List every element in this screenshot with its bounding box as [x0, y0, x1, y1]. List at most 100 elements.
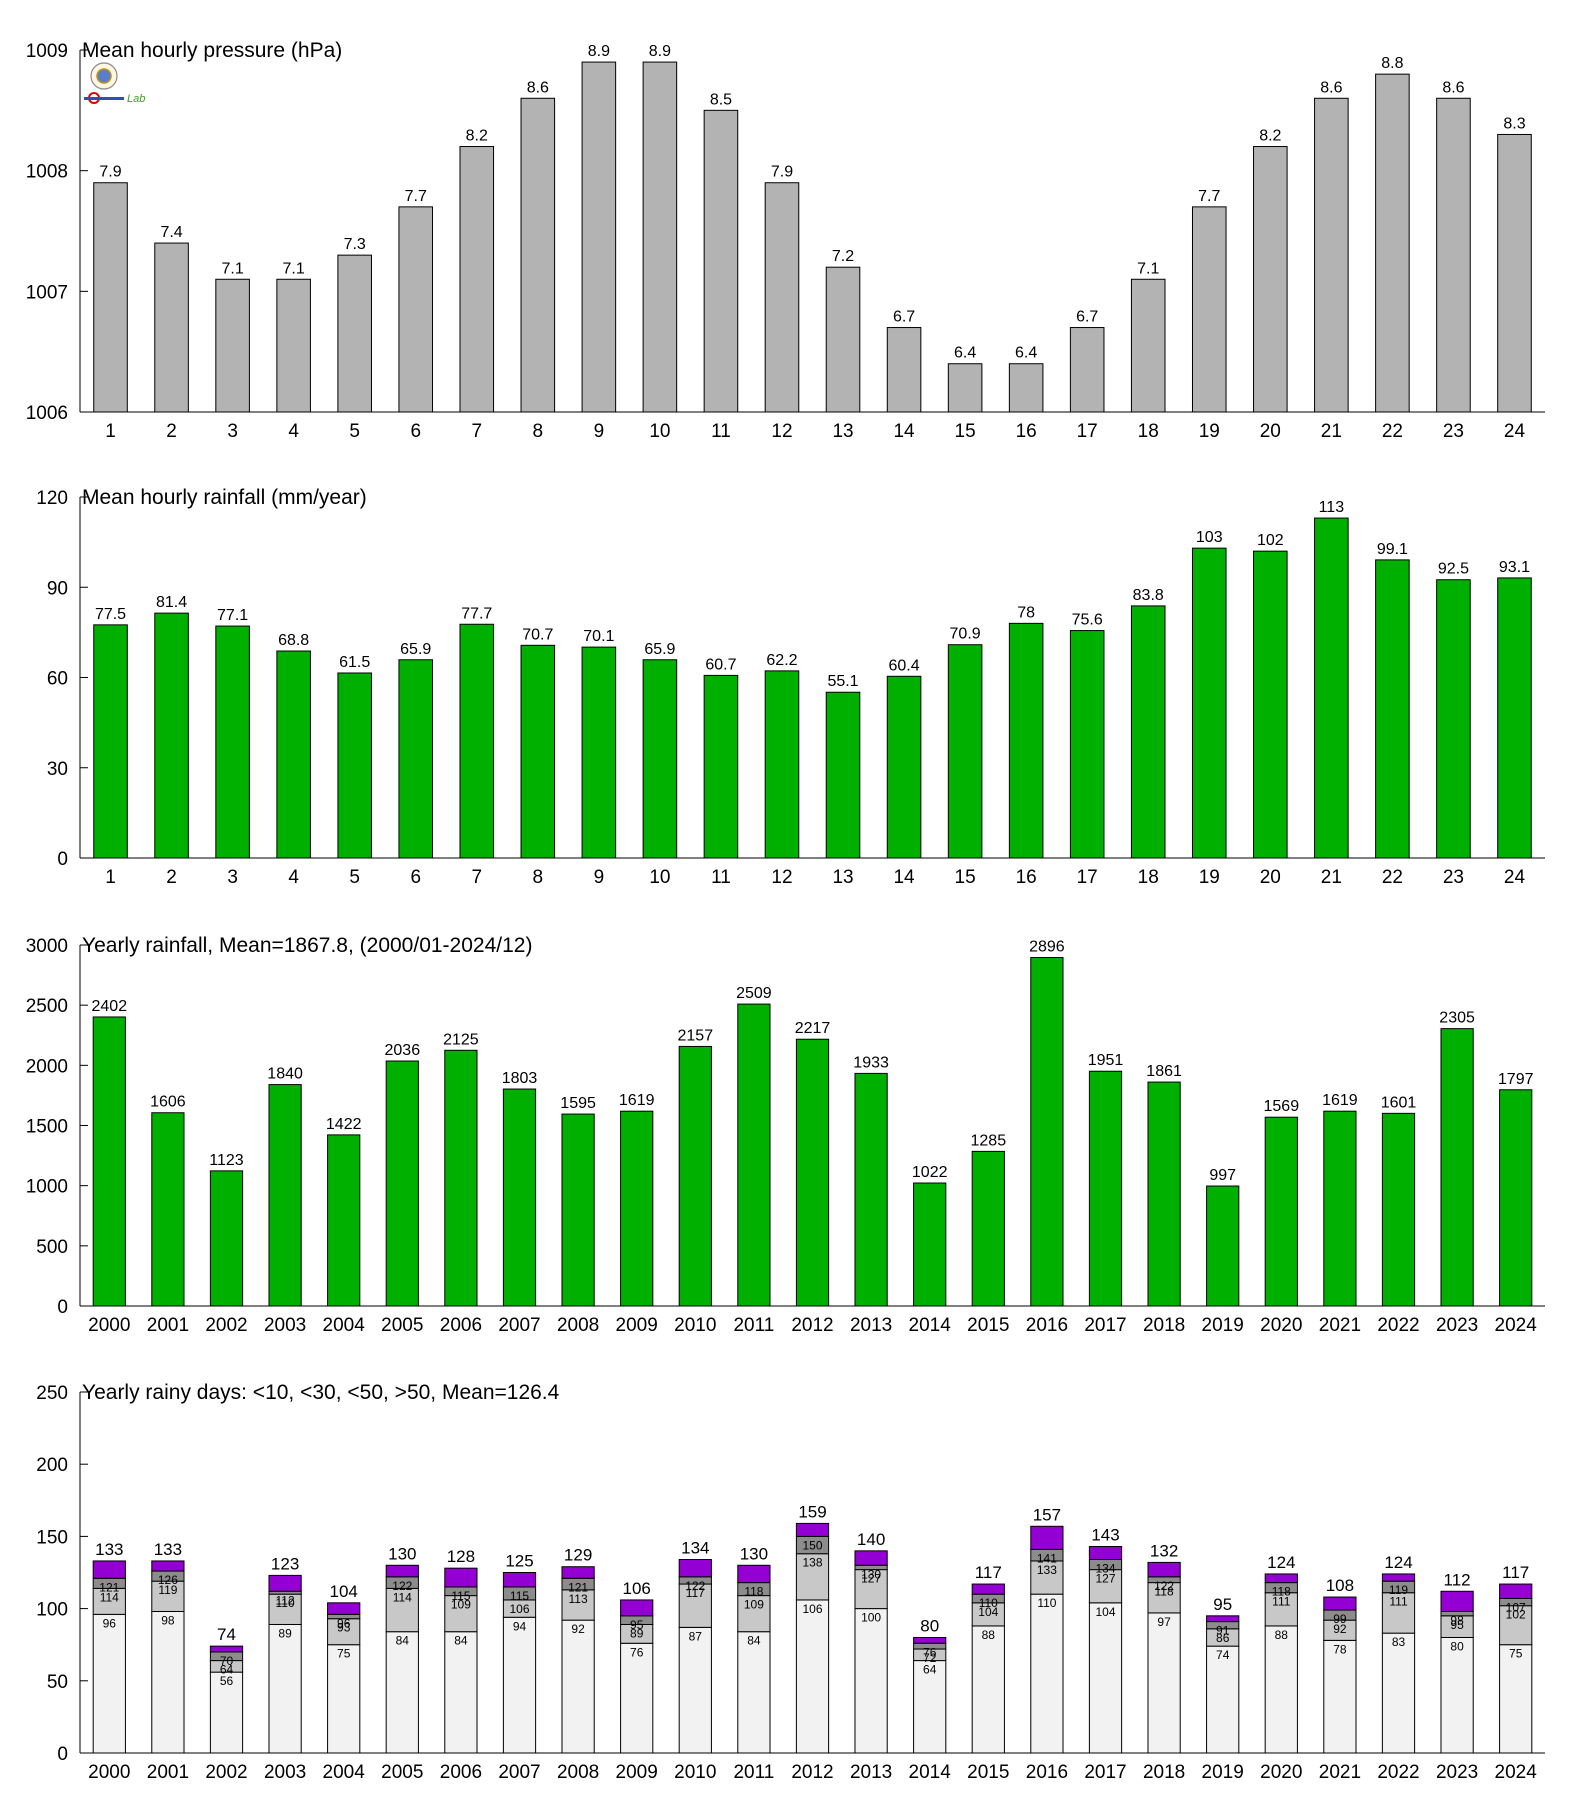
bar-segment — [1499, 1583, 1533, 1599]
segment-label: 106 — [509, 1602, 529, 1616]
bar — [92, 1016, 126, 1307]
bar — [1191, 206, 1227, 413]
data-label: 1619 — [1322, 1092, 1358, 1109]
segment-label: 104 — [978, 1605, 998, 1619]
bar-segment — [1499, 1605, 1533, 1646]
segment-label: 64 — [220, 1663, 234, 1677]
data-label: 7.9 — [99, 164, 121, 181]
y-tick-label: 1006 — [26, 403, 68, 424]
segment-label: 76 — [923, 1645, 937, 1659]
segment-label: 114 — [100, 1590, 119, 1604]
segment-label: 76 — [630, 1645, 644, 1659]
segment-label: 134 — [1095, 1562, 1115, 1576]
x-tick-label: 2019 — [1202, 1762, 1244, 1783]
segment-label: 150 — [802, 1538, 822, 1552]
total-label: 143 — [1091, 1526, 1119, 1545]
bar — [520, 644, 556, 859]
segment-label: 110 — [276, 1596, 295, 1610]
bar — [886, 327, 922, 413]
y-tick-label: 30 — [47, 759, 68, 780]
data-label: 1595 — [560, 1095, 596, 1112]
x-tick-label: 2 — [166, 421, 177, 442]
x-tick-label: 2015 — [967, 1315, 1009, 1336]
x-tick-label: 11 — [711, 421, 731, 442]
bar-segment — [1323, 1639, 1357, 1754]
x-tick-label: 5 — [349, 867, 360, 888]
y-tick-label: 200 — [36, 1455, 68, 1476]
bar — [215, 278, 250, 413]
bar-segment — [1147, 1612, 1181, 1754]
bar — [154, 242, 189, 413]
x-tick-label: 2013 — [850, 1762, 892, 1783]
data-label: 77.7 — [461, 605, 492, 622]
x-tick-label: 17 — [1077, 421, 1098, 442]
bar — [764, 182, 800, 413]
data-label: 7.7 — [1198, 188, 1220, 205]
x-tick-label: 2016 — [1026, 1315, 1068, 1336]
chart-title: Yearly rainfall, Mean=1867.8, (2000/01-2… — [82, 934, 532, 957]
bar — [1008, 622, 1044, 859]
x-tick-label: 2010 — [674, 1315, 716, 1336]
y-tick-label: 50 — [47, 1672, 68, 1693]
x-tick-label: 8 — [533, 867, 544, 888]
segment-label: 92 — [1333, 1622, 1347, 1636]
data-label: 8.6 — [1320, 79, 1342, 96]
bar-segment — [1381, 1573, 1416, 1582]
segment-label: 110 — [1037, 1596, 1056, 1610]
data-label: 7.1 — [221, 260, 243, 277]
total-label: 108 — [1326, 1576, 1354, 1595]
data-label: 8.8 — [1381, 55, 1403, 72]
bar — [337, 672, 372, 859]
segment-label: 118 — [744, 1585, 763, 1599]
segment-label: 100 — [861, 1611, 881, 1625]
total-label: 125 — [505, 1552, 533, 1571]
segment-label: 95 — [630, 1618, 644, 1632]
data-label: 102 — [1257, 532, 1284, 549]
data-label: 113 — [1319, 499, 1345, 516]
bar — [854, 1072, 888, 1307]
bar — [1147, 1081, 1181, 1307]
x-tick-label: 2008 — [557, 1315, 599, 1336]
x-tick-label: 2019 — [1202, 1315, 1244, 1336]
bar-segment — [1147, 1582, 1181, 1614]
segment-label: 98 — [161, 1613, 175, 1627]
segment-label: 130 — [861, 1567, 881, 1581]
bar — [276, 650, 311, 859]
data-label: 6.4 — [1015, 345, 1037, 362]
lab-logo-seal-inner — [96, 68, 112, 84]
bar — [502, 1088, 537, 1307]
total-label: 133 — [154, 1540, 182, 1559]
x-tick-label: 2011 — [733, 1762, 774, 1783]
bar — [678, 1045, 712, 1307]
bar — [1375, 559, 1410, 859]
bar — [703, 109, 739, 413]
x-tick-label: 2012 — [791, 1315, 833, 1336]
segment-label: 113 — [569, 1592, 588, 1606]
bar-segment — [268, 1593, 302, 1625]
total-label: 129 — [564, 1546, 592, 1565]
bar-segment — [92, 1587, 126, 1615]
x-tick-label: 2015 — [967, 1762, 1009, 1783]
x-tick-label: 2022 — [1377, 1315, 1419, 1336]
segment-label: 80 — [1450, 1639, 1464, 1653]
data-label: 7.2 — [832, 248, 854, 265]
bar-segment — [268, 1574, 302, 1592]
data-label: 70.9 — [950, 626, 981, 643]
segment-label: 107 — [1506, 1600, 1526, 1614]
bar-segment — [151, 1560, 185, 1572]
data-label: 1797 — [1498, 1071, 1534, 1088]
x-tick-label: 2024 — [1495, 1315, 1538, 1336]
y-tick-label: 1500 — [26, 1117, 68, 1138]
bar — [1436, 579, 1471, 859]
x-tick-label: 4 — [288, 421, 299, 442]
data-label: 65.9 — [644, 641, 675, 658]
data-label: 99.1 — [1377, 541, 1408, 558]
bar — [1069, 630, 1105, 859]
bar — [1375, 73, 1410, 413]
segment-label: 56 — [220, 1674, 234, 1688]
y-tick-label: 60 — [47, 669, 68, 690]
bar-segment — [1030, 1525, 1064, 1550]
x-tick-label: 21 — [1321, 421, 1342, 442]
total-label: 74 — [217, 1625, 236, 1644]
chart-title: Mean hourly pressure (hPa) — [82, 39, 342, 62]
